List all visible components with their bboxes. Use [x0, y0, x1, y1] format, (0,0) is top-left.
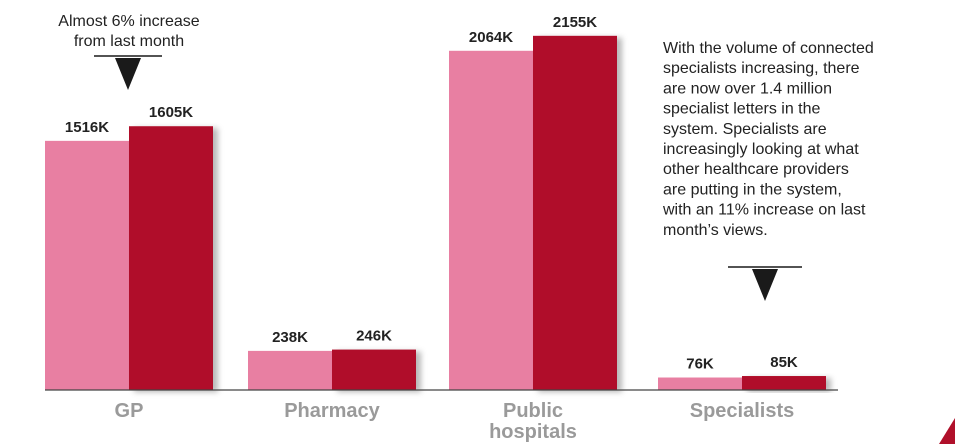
- down-triangle-icon: [115, 58, 141, 90]
- bar-public-hospitals-series-2: [533, 35, 617, 390]
- bar-labels-group: 1516K 1605K 238K 246K 2064K 2155K 76K 85K: [65, 14, 798, 373]
- bar-value-label: 1605K: [149, 104, 193, 121]
- bar-value-label: 2064K: [469, 29, 513, 46]
- bar-value-label: 238K: [272, 329, 308, 346]
- bar-specialists-series-2: [742, 376, 826, 390]
- category-label: GP: [115, 400, 144, 422]
- corner-accent-shape: [939, 418, 955, 444]
- bar-specialists-series-1: [658, 377, 742, 390]
- category-label: Pharmacy: [284, 400, 380, 422]
- bar-value-label: 2155K: [553, 14, 597, 31]
- bar-gp-series-1: [45, 140, 129, 390]
- bar-pharmacy-series-2: [332, 349, 416, 390]
- down-triangle-icon: [752, 269, 778, 301]
- category-labels-group: GP Pharmacy Public hospitals Specialists: [115, 400, 795, 443]
- bar-value-label: 246K: [356, 328, 392, 345]
- bar-value-label: 76K: [686, 356, 714, 373]
- annotation-text: With the volume of connected specialists …: [662, 40, 874, 239]
- bar-pharmacy-series-1: [248, 350, 332, 390]
- annotation-text: Almost 6% increase from last month: [58, 13, 199, 50]
- bar-value-label: 85K: [770, 354, 798, 371]
- bar-public-hospitals-series-1: [449, 50, 533, 391]
- category-label: Specialists: [690, 400, 795, 422]
- bar-gp-series-2: [129, 126, 213, 390]
- annotations-group: Almost 6% increase from last month With th…: [58, 13, 874, 301]
- category-label: Public hospitals: [489, 400, 577, 443]
- bars-group: [45, 35, 826, 391]
- bar-value-label: 1516K: [65, 119, 109, 136]
